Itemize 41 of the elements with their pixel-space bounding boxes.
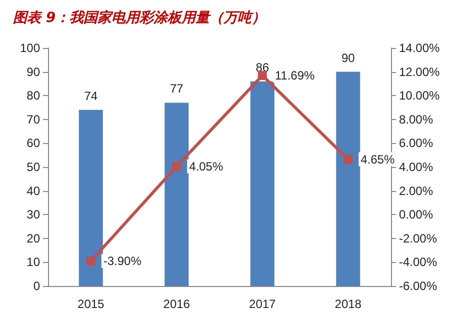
y-tick-label: 20	[26, 231, 40, 246]
y2-tick-label: 6.00%	[399, 136, 434, 150]
y2-tick-label: -4.00%	[399, 255, 438, 270]
data-label: 4.05%	[189, 159, 224, 174]
y-tick-label: 100	[20, 41, 40, 55]
data-label: 74	[84, 88, 98, 103]
y-tick-label: 70	[26, 112, 40, 126]
x-tick-label: 2018	[334, 297, 362, 311]
y-tick-label: 60	[26, 136, 40, 150]
data-label: -3.90%	[103, 254, 142, 268]
y2-tick-label: 8.00%	[399, 112, 434, 126]
y-tick-label: 30	[26, 208, 40, 222]
point	[172, 162, 182, 171]
y2-tick-label: 14.00%	[399, 41, 440, 55]
x-tick-label: 2015	[78, 297, 105, 311]
y-tick-label: 50	[26, 160, 40, 174]
bar	[336, 72, 360, 286]
y2-tick-label: 4.00%	[399, 160, 434, 174]
y2-tick-label: -6.00%	[399, 279, 438, 293]
y2-tick-label: 0.00%	[399, 208, 434, 222]
point	[86, 256, 96, 266]
data-label: 4.65%	[360, 152, 395, 166]
y-tick-label: 80	[26, 88, 40, 103]
data-label: 77	[170, 82, 184, 96]
y2-tick-label: 10.00%	[399, 88, 440, 103]
y2-tick-label: 12.00%	[399, 64, 440, 79]
bar	[250, 81, 274, 286]
y-tick-label: 0	[33, 279, 40, 293]
y-tick-label: 40	[26, 184, 40, 198]
data-label: 90	[341, 50, 356, 65]
x-tick-label: 2016	[163, 297, 190, 311]
y2-tick-label: -2.00%	[399, 231, 438, 246]
y-tick-label: 90	[26, 64, 40, 79]
bar	[78, 110, 103, 286]
y-tick-label: 10	[26, 255, 40, 270]
y2-tick-label: 2.00%	[399, 184, 434, 198]
bar	[164, 102, 189, 286]
data-label: 11.69%	[274, 68, 316, 82]
point	[344, 154, 353, 164]
x-tick-label: 2017	[249, 297, 276, 311]
chart-title: 图表 9：我国家电用彩涂板用量（万吨）	[13, 9, 266, 26]
